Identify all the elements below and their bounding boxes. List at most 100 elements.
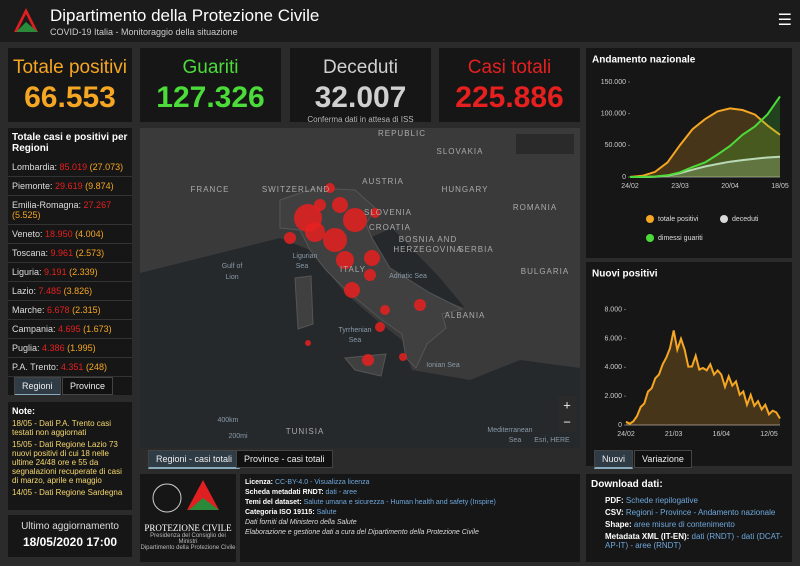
download-label: PDF: — [605, 496, 624, 505]
region-positive: (5.525) — [12, 210, 41, 220]
map[interactable]: REPUBLIC SLOVAKIA AUSTRIA HUNGARY FRANCE SWIT… — [140, 128, 580, 448]
download-item: PDF: Schede riepilogative — [605, 496, 787, 505]
kpi-value: 127.326 — [156, 81, 265, 114]
download-label: Metadata XML (IT-EN): — [605, 532, 690, 541]
region-name: Marche: — [12, 305, 45, 315]
map-label: Ligurian — [293, 253, 318, 260]
map-label: Lion — [225, 274, 238, 281]
x-tick-label: 20/04 — [721, 183, 739, 190]
region-positive: (9.874) — [85, 181, 114, 191]
region-positive: (1.995) — [67, 343, 96, 353]
download-link[interactable]: aree misure di contenimento — [633, 520, 735, 529]
line — [629, 107, 781, 178]
zoom-button: − — [563, 414, 571, 429]
download-link[interactable]: dati (RNDT) - dati (DCAT-AP-IT) - aree (… — [605, 532, 783, 550]
region-name: Piemonte: — [12, 181, 53, 191]
legend-marker — [720, 215, 728, 223]
region-total: 29.619 — [55, 181, 83, 191]
region-total: 4.386 — [42, 343, 65, 353]
license-text[interactable]: CC-BY-4.0 - Visualizza licenza — [274, 479, 370, 486]
kpi-box: Casi totali 225.886 — [439, 48, 580, 122]
region-row[interactable]: Veneto: 18.950 (4.004) — [8, 225, 132, 244]
download-label: CSV: — [605, 508, 624, 517]
logo-line: Presidenza del Consiglio dei Ministri — [150, 533, 226, 545]
region-total: 6.678 — [47, 305, 70, 315]
logo-line: Dipartimento della Protezione Civile — [140, 545, 236, 551]
region-row[interactable]: Emilia-Romagna: 27.267 (5.525) — [8, 196, 132, 225]
regions-list: Lombardia: 85.019 (27.073) Piemonte: 29.6… — [8, 158, 132, 377]
tab[interactable]: Variazione — [634, 450, 692, 468]
update-value: 18/05/2020 17:00 — [22, 535, 118, 549]
download-label: Shape: — [605, 520, 632, 529]
license-text[interactable]: Salute umana e sicurezza - Human health … — [303, 499, 496, 506]
license-label: Scheda metadati RNDT: — [245, 489, 324, 496]
regions-title: Totale casi e positivi per Regioni — [12, 132, 128, 154]
region-positive: (27.073) — [89, 162, 124, 172]
region-positive: (1.673) — [83, 324, 112, 334]
region-name: Veneto: — [12, 229, 43, 239]
region-row[interactable]: Marche: 6.678 (2.315) — [8, 301, 132, 320]
region-total: 9.961 — [50, 248, 74, 258]
legend-label: deceduti — [732, 216, 759, 223]
tab[interactable]: Regioni - casi totali — [148, 450, 241, 469]
tab[interactable]: Regioni — [14, 377, 61, 395]
chart: Andamento nazionale 0 50.000 100.000 150.000… — [592, 55, 789, 242]
region-row[interactable]: Puglia: 4.386 (1.995) — [8, 339, 132, 358]
y-tick-label: 6.000 — [604, 335, 622, 342]
license-line: Scheda metadati RNDT: dati - aree — [245, 489, 575, 496]
chart: Nuovi positivi 0 2.000 4.000 6.000 8.000 24/02… — [592, 269, 781, 438]
map-label: ALBANIA — [445, 311, 486, 320]
region-name: Lazio: — [12, 286, 37, 296]
y-tick-label: 150.000 — [601, 79, 626, 86]
map-label: BULGARIA — [521, 267, 569, 276]
tab[interactable]: Province - casi totali — [236, 450, 333, 468]
tab[interactable]: Nuovi — [594, 450, 634, 469]
license-line: Temi del dataset: Salute umana e sicurez… — [245, 499, 575, 506]
map-label: Adriatic Sea — [389, 273, 427, 280]
map-label: Ionian Sea — [426, 362, 460, 369]
x-tick-label: 23/03 — [671, 183, 689, 190]
legend-label: totale positivi — [658, 216, 699, 223]
map-label: HERZEGOVINA — [393, 245, 462, 254]
notes-panel: Note: 18/05 - Dati P.A. Trento casi test… — [8, 402, 132, 510]
x-tick-label: 16/04 — [713, 431, 731, 438]
region-row[interactable]: Lombardia: 85.019 (27.073) — [8, 158, 132, 177]
region-row[interactable]: Campania: 4.695 (1.673) — [8, 320, 132, 339]
download-link[interactable]: Schede riepilogative — [625, 496, 698, 505]
region-row[interactable]: Toscana: 9.961 (2.573) — [8, 244, 132, 263]
map-label: AUSTRIA — [362, 177, 404, 186]
license-text[interactable]: dati - aree — [325, 489, 358, 496]
map-label: SLOVENIA — [364, 208, 412, 217]
region-name: Lombardia: — [12, 162, 58, 172]
kpi-value: 32.007 — [314, 81, 407, 114]
x-tick-label: 18/05 — [771, 183, 789, 190]
region-positive: (2.339) — [69, 267, 98, 277]
license-label: Temi del dataset: — [245, 499, 302, 506]
map-label: Sea — [349, 337, 362, 344]
license-label: Categoria ISO 19115: — [245, 509, 315, 516]
y-tick-label: 50.000 — [605, 142, 627, 149]
kpi-box: Deceduti 32.007 Conferma dati in attesa di… — [290, 48, 431, 122]
header: Dipartimento della Protezione Civile COV… — [0, 0, 800, 42]
region-positive: (4.004) — [75, 229, 104, 239]
map-label: SLOVAKIA — [437, 147, 484, 156]
license-credit: Elaborazione e gestione dati a cura del … — [245, 529, 479, 536]
line — [625, 330, 781, 425]
region-row[interactable]: Lazio: 7.485 (3.826) — [8, 282, 132, 301]
map-label: CROATIA — [369, 223, 411, 232]
download-link[interactable]: Regioni - Province - Andamento nazionale — [625, 508, 776, 517]
region-row[interactable]: P.A. Trento: 4.351 (248) — [8, 358, 132, 377]
header-subtitle: COVID-19 Italia - Monitoraggio della sit… — [50, 27, 238, 37]
license-text[interactable]: Salute — [316, 509, 337, 516]
map-label: SERBIA — [458, 245, 493, 254]
map-label: ITALY — [340, 265, 366, 274]
region-positive: (3.826) — [63, 286, 93, 296]
y-tick-label: 0 — [618, 422, 622, 429]
region-row[interactable]: Liguria: 9.191 (2.339) — [8, 263, 132, 282]
map-label: Sea — [509, 437, 522, 444]
region-positive: (2.315) — [72, 305, 101, 315]
menu-button[interactable]: ☰ — [777, 12, 792, 29]
tab[interactable]: Province — [62, 377, 114, 395]
region-name: P.A. Trento: — [12, 362, 59, 372]
region-row[interactable]: Piemonte: 29.619 (9.874) — [8, 177, 132, 196]
